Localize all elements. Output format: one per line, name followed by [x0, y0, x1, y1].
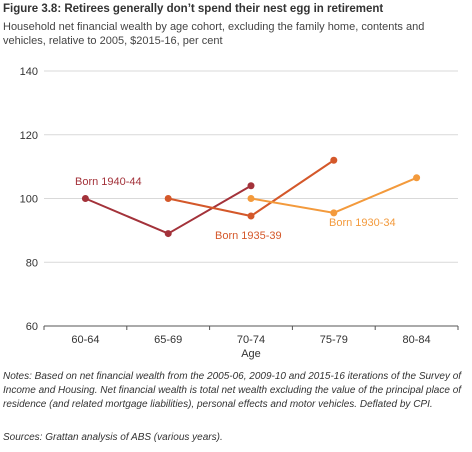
figure-notes: Notes: Based on net financial wealth fro… [3, 371, 462, 410]
x-axis-title: Age [241, 348, 261, 360]
x-tick-label: 70-74 [237, 334, 265, 346]
y-tick-label: 140 [20, 66, 38, 78]
series-label-2: Born 1935-39 [215, 230, 282, 242]
y-tick-label: 100 [20, 194, 38, 206]
data-point [247, 212, 255, 220]
data-point [247, 195, 255, 202]
y-tick-label: 60 [26, 321, 38, 333]
x-tick-label: 65-69 [154, 334, 182, 346]
x-tick-label: 60-64 [71, 334, 99, 346]
data-point [330, 156, 338, 164]
series-label-1: Born 1940-44 [75, 176, 142, 188]
figure-title: Figure 3.8: Retirees generally don’t spe… [3, 3, 384, 15]
x-tick-label: 80-84 [403, 334, 431, 346]
x-axis: 60-64 65-69 70-74 75-79 80-84 Age [43, 325, 459, 360]
y-axis: 60 80 100 120 140 [20, 66, 38, 333]
series-line-1 [85, 184, 252, 235]
data-point [164, 230, 172, 238]
data-point [164, 195, 172, 202]
figure-sources: Sources: Grattan analysis of ABS (variou… [3, 432, 223, 443]
data-point [413, 174, 421, 182]
data-point [81, 195, 89, 202]
line-chart: 60 80 100 120 140 60-64 65-69 70-74 75-79 80-84 A… [20, 66, 459, 360]
series-group [81, 156, 421, 238]
series-label-3: Born 1930-34 [329, 217, 396, 229]
figure-subtitle: Household net financial wealth by age co… [3, 21, 425, 47]
y-tick-label: 120 [20, 130, 38, 142]
series-line-3 [250, 176, 417, 214]
series-labels: Born 1940-44 Born 1935-39 Born 1930-34 [75, 176, 396, 242]
y-tick-label: 80 [26, 257, 38, 269]
data-point [247, 182, 255, 190]
data-point [330, 209, 338, 217]
x-tick-label: 75-79 [320, 334, 348, 346]
